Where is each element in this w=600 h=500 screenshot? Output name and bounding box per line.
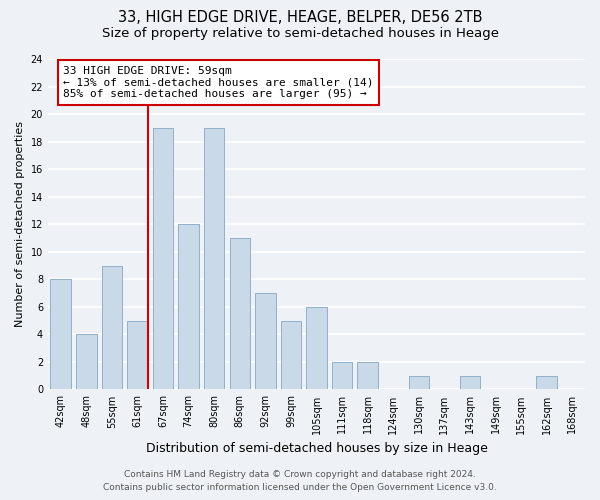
Bar	[255, 293, 275, 390]
Bar	[536, 376, 557, 390]
Text: Size of property relative to semi-detached houses in Heage: Size of property relative to semi-detach…	[101, 28, 499, 40]
Bar	[281, 320, 301, 390]
Bar	[306, 307, 326, 390]
Bar	[101, 266, 122, 390]
Text: 33, HIGH EDGE DRIVE, HEAGE, BELPER, DE56 2TB: 33, HIGH EDGE DRIVE, HEAGE, BELPER, DE56…	[118, 10, 482, 25]
Bar	[127, 320, 148, 390]
Bar	[230, 238, 250, 390]
Y-axis label: Number of semi-detached properties: Number of semi-detached properties	[15, 121, 25, 327]
Bar	[460, 376, 480, 390]
Bar	[409, 376, 429, 390]
Bar	[76, 334, 97, 390]
Bar	[332, 362, 352, 390]
Bar	[204, 128, 224, 390]
Text: Contains HM Land Registry data © Crown copyright and database right 2024.
Contai: Contains HM Land Registry data © Crown c…	[103, 470, 497, 492]
Text: 33 HIGH EDGE DRIVE: 59sqm
← 13% of semi-detached houses are smaller (14)
85% of : 33 HIGH EDGE DRIVE: 59sqm ← 13% of semi-…	[63, 66, 374, 99]
Bar	[358, 362, 378, 390]
Bar	[50, 280, 71, 390]
Bar	[153, 128, 173, 390]
Bar	[178, 224, 199, 390]
X-axis label: Distribution of semi-detached houses by size in Heage: Distribution of semi-detached houses by …	[146, 442, 487, 455]
